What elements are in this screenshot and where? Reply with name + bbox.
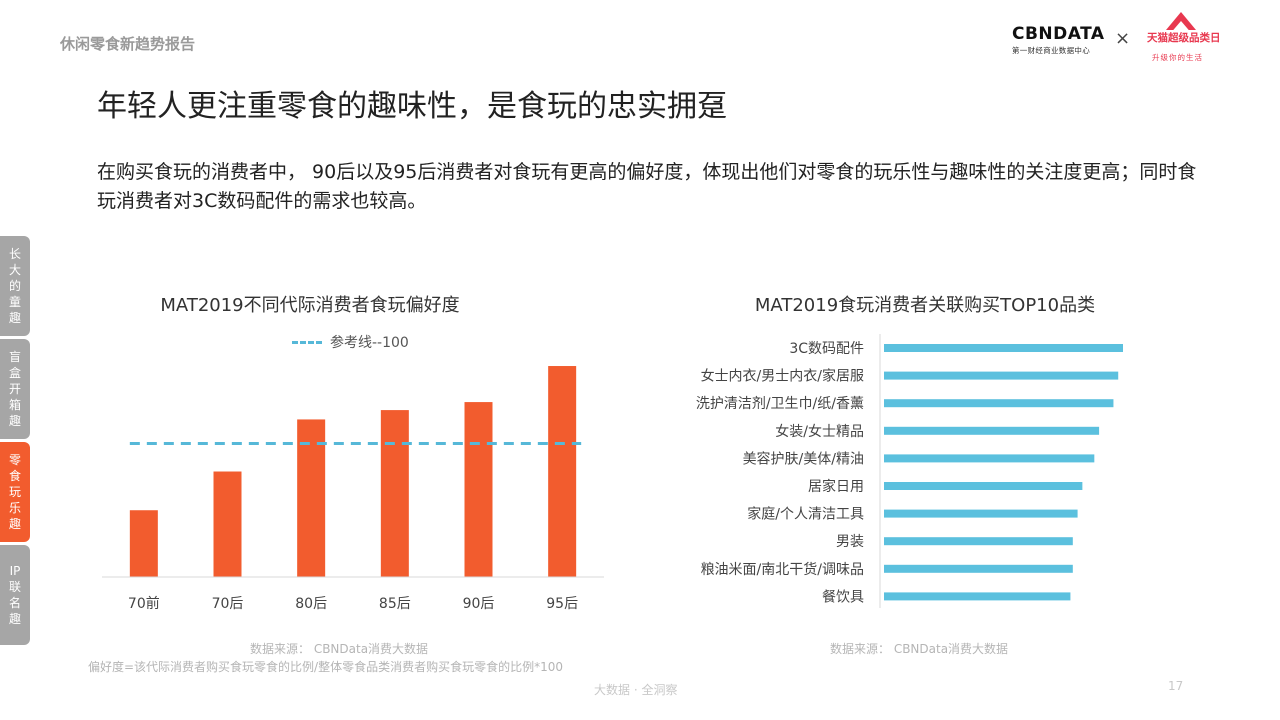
logo-separator: ×	[1115, 28, 1131, 49]
bar-70后	[213, 471, 242, 577]
page-title: 年轻人更注重零食的趣味性，是食玩的忠实拥趸	[97, 89, 727, 124]
tmall-logo: 天猫超级品类日 升级你的生活	[1142, 12, 1222, 68]
left-chart-note: 偏好度=该代际消费者购买食玩零食的比例/整体零食品类消费者购买食玩零食的比例*1…	[88, 660, 564, 674]
left-chart-source: 数据来源： CBNData消费大数据	[250, 642, 429, 656]
y-tick-label: 餐饮具	[822, 589, 864, 605]
hbar-5	[884, 482, 1083, 490]
y-tick-label: 粮油米面/南北干货/调味品	[701, 561, 864, 578]
cbndata-wordmark: CBNDATA	[1012, 24, 1105, 44]
report-label: 休闲零食新趋势报告	[60, 35, 196, 53]
hbar-7	[884, 537, 1073, 546]
bar-90后	[464, 402, 493, 577]
bar-85后	[380, 410, 409, 577]
left-chart-title: MAT2019不同代际消费者食玩偏好度	[160, 295, 460, 316]
cbndata-logo: CBNDATA 第一财经商业数据中心	[1012, 24, 1108, 56]
y-tick-label: 男装	[836, 534, 864, 550]
page-description: 在购买食玩的消费者中， 90后以及95后消费者对食玩有更高的偏好度，体现出他们对…	[97, 161, 1197, 212]
left-chart-legend: 参考线--100	[292, 332, 409, 352]
y-tick-label: 3C数码配件	[789, 341, 864, 357]
hbar-0	[884, 344, 1123, 352]
hbar-1	[884, 371, 1119, 380]
hbar-2	[884, 399, 1114, 408]
hbar-3	[884, 426, 1100, 435]
bar-80后	[297, 419, 326, 577]
y-tick-label: 女装/女士精品	[775, 423, 864, 440]
y-tick-label: 美容护肤/美体/精油	[743, 450, 864, 467]
reference-dash-icon	[292, 340, 322, 344]
right-chart-title: MAT2019食玩消费者关联购买TOP10品类	[754, 295, 1096, 316]
x-tick-label: 70前	[128, 595, 160, 612]
y-tick-label: 洗护清洁剂/卫生巾/纸/香薰	[696, 396, 864, 412]
side-tab-blind-box[interactable]: 盲盒开箱趣	[0, 339, 30, 439]
y-tick-label: 居家日用	[808, 478, 864, 495]
cbndata-subtitle: 第一财经商业数据中心	[1012, 46, 1090, 55]
right-chart-source: 数据来源： CBNData消费大数据	[830, 642, 1009, 656]
x-tick-label: 80后	[295, 596, 327, 612]
side-tab-snack-fun[interactable]: 零食玩乐趣	[0, 442, 30, 542]
x-tick-label: 70后	[212, 596, 244, 612]
x-tick-label: 85后	[379, 596, 411, 612]
y-tick-label: 女士内衣/男士内衣/家居服	[701, 368, 864, 385]
side-tab-ip-collab[interactable]: IP联名趣	[0, 545, 30, 645]
hbar-4	[884, 454, 1095, 463]
y-tick-label: 家庭/个人清洁工具	[747, 506, 864, 523]
hbar-6	[884, 509, 1078, 518]
hbar-9	[884, 592, 1071, 601]
bar-95后	[548, 366, 577, 577]
x-tick-label: 95后	[546, 596, 578, 612]
page-number: 17	[1168, 679, 1184, 693]
side-nav: 长大的童趣 盲盒开箱趣 零食玩乐趣 IP联名趣	[0, 236, 30, 648]
hbar-8	[884, 564, 1073, 573]
x-tick-label: 90后	[463, 596, 495, 612]
bar-70前	[129, 510, 158, 577]
side-tab-childhood[interactable]: 长大的童趣	[0, 236, 30, 336]
tmall-slogan: 升级你的生活	[1152, 53, 1203, 62]
tmall-name: 天猫超级品类日	[1146, 30, 1222, 45]
legend-label: 参考线--100	[330, 335, 409, 351]
footer-tag: 大数据 · 全洞察	[594, 683, 678, 697]
